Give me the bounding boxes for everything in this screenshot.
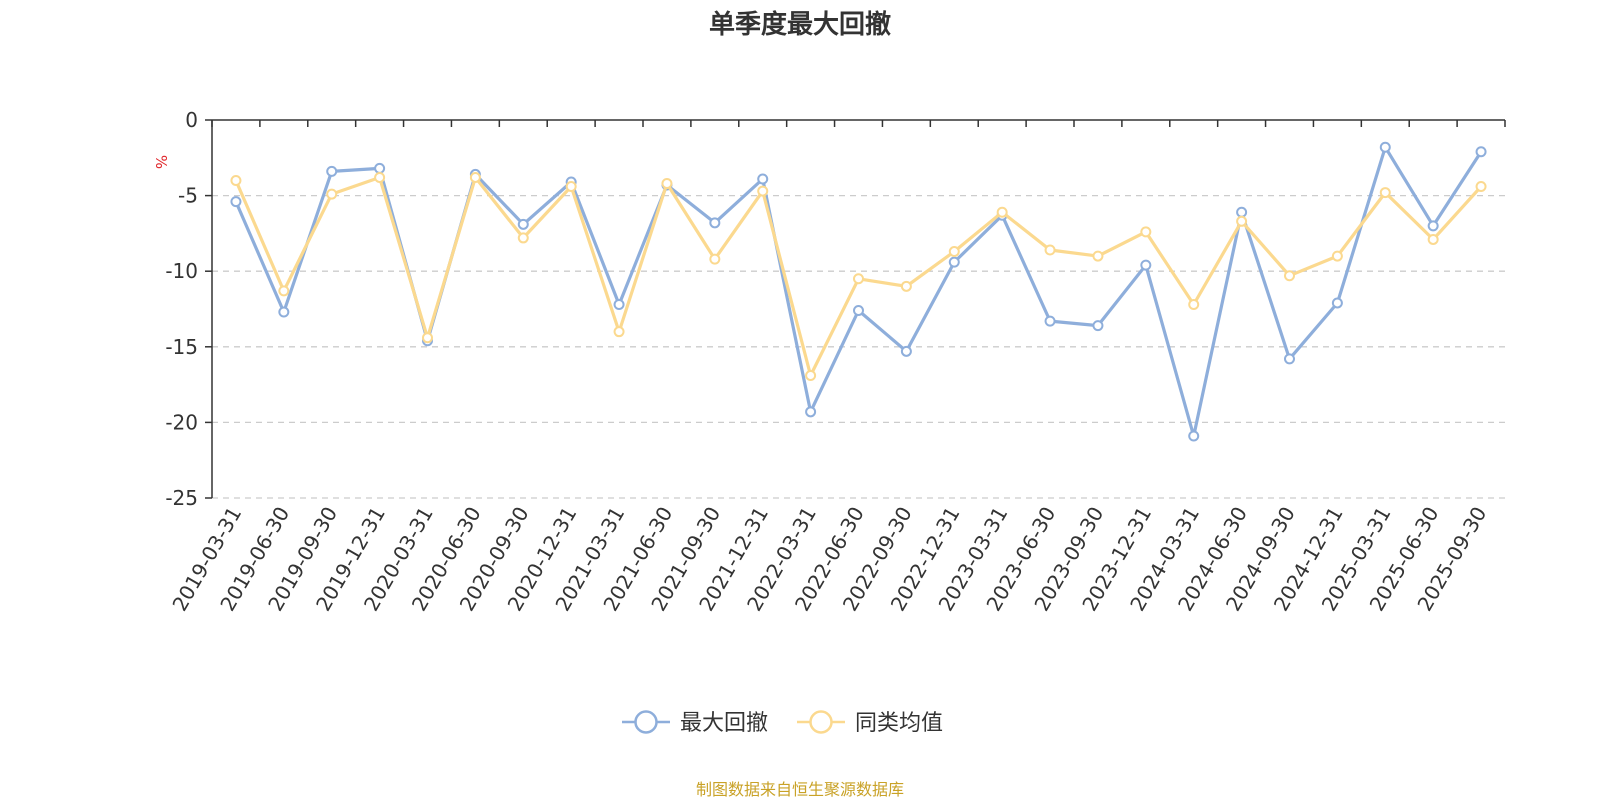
legend-circle-icon [634,710,658,734]
data-point[interactable] [996,206,1008,218]
data-point[interactable] [853,305,864,317]
data-point[interactable] [517,218,529,230]
data-point[interactable] [709,253,721,265]
y-tick-label: -25 [165,486,198,510]
data-point[interactable] [1044,315,1056,327]
legend-circle-icon [809,710,833,734]
legend: 最大回撤 同类均值 [622,710,943,736]
data-point[interactable] [709,217,721,229]
y-tick-label: 0 [185,108,198,132]
data-point[interactable] [900,280,912,292]
data-point[interactable] [278,285,290,297]
data-point[interactable] [661,178,673,190]
y-tick-label: -10 [165,259,198,283]
data-point[interactable] [853,273,864,285]
data-point[interactable] [1188,430,1200,442]
data-point[interactable] [1140,259,1152,271]
data-point[interactable] [948,256,960,268]
data-point[interactable] [1427,233,1439,245]
data-point[interactable] [1236,215,1248,227]
y-tick-label: -5 [178,184,198,208]
data-point[interactable] [1188,298,1200,310]
data-point[interactable] [230,196,242,208]
data-point[interactable] [230,174,242,186]
source-note: 制图数据来自恒生聚源数据库 [696,780,904,799]
y-tick-label: -20 [165,410,198,434]
series-line [234,145,1483,438]
data-point[interactable] [757,173,769,185]
legend-item-1[interactable]: 最大回撤 [622,710,768,736]
data-point[interactable] [374,171,386,183]
series-lines [230,141,1487,442]
data-point[interactable] [422,332,433,344]
grid-lines [212,194,1505,499]
data-point[interactable] [1475,181,1487,193]
y-tick-label: -15 [165,335,198,359]
data-point[interactable] [1092,250,1104,262]
data-point[interactable] [1284,270,1295,282]
data-point[interactable] [374,162,386,174]
data-point[interactable] [805,406,817,418]
data-point[interactable] [805,370,817,382]
data-point[interactable] [900,345,912,357]
chart-title: 单季度最大回撤 [709,9,891,40]
data-point[interactable] [613,298,625,310]
data-point[interactable] [1331,297,1343,309]
legend-item-2[interactable]: 同类均值 [797,710,943,736]
data-point[interactable] [1092,320,1104,332]
data-point[interactable] [1331,250,1343,262]
legend-label: 同类均值 [855,711,943,736]
data-point[interactable] [326,188,338,200]
data-point[interactable] [517,232,529,244]
data-point[interactable] [948,246,960,258]
series-2 [230,171,1487,382]
data-point[interactable] [469,171,481,183]
data-point[interactable] [757,185,769,197]
data-point[interactable] [1140,226,1152,238]
series-1 [230,141,1487,442]
data-point[interactable] [326,165,338,177]
data-point[interactable] [1044,244,1056,256]
data-point[interactable] [1475,146,1487,158]
data-point[interactable] [565,181,577,193]
data-point[interactable] [278,306,290,318]
data-point[interactable] [1379,187,1391,199]
data-point[interactable] [613,326,625,338]
data-point[interactable] [1236,206,1248,218]
y-axis-unit: % [152,155,170,169]
data-point[interactable] [1427,220,1439,232]
data-point[interactable] [1379,141,1391,153]
data-point[interactable] [1284,353,1295,365]
legend-label: 最大回撤 [680,711,768,736]
